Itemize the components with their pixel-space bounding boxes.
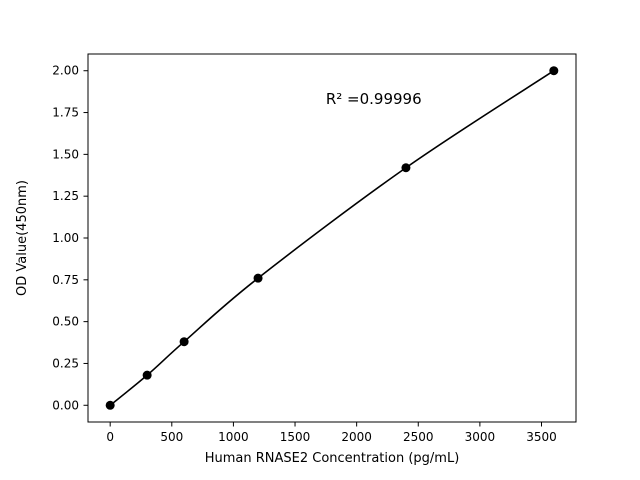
x-tick-label: 2500	[403, 430, 434, 444]
data-point-marker	[549, 66, 559, 76]
y-tick-label: 1.50	[52, 147, 79, 161]
x-tick-label: 2000	[341, 430, 372, 444]
x-tick-label: 3500	[526, 430, 557, 444]
y-tick-label: 0.75	[52, 273, 79, 287]
y-tick-label: 1.25	[52, 189, 79, 203]
data-point-marker	[253, 273, 263, 283]
r-squared-annotation: R² =0.99996	[326, 90, 422, 108]
y-tick-label: 2.00	[52, 64, 79, 78]
y-tick-label: 0.00	[52, 398, 79, 412]
x-tick-label: 0	[106, 430, 114, 444]
data-point-marker	[105, 400, 115, 410]
y-tick-label: 1.00	[52, 231, 79, 245]
data-points	[105, 66, 559, 410]
y-tick-label: 1.75	[52, 106, 79, 120]
x-tick-label: 1000	[218, 430, 249, 444]
data-point-marker	[401, 163, 411, 173]
x-tick-label: 3000	[465, 430, 496, 444]
x-axis-label: Human RNASE2 Concentration (pg/mL)	[205, 451, 460, 466]
y-axis-label: OD Value(450nm)	[15, 180, 30, 296]
y-axis-ticks: 0.00 0.25 0.50 0.75 1.00 1.25 1.50 1.75 2.00	[52, 64, 88, 412]
x-axis-ticks: 0 500 1000 1500 2000 2500 3000 3500	[106, 422, 557, 444]
data-point-marker	[142, 370, 152, 380]
data-point-marker	[179, 337, 189, 347]
y-tick-label: 0.50	[52, 315, 79, 329]
x-tick-label: 500	[160, 430, 183, 444]
y-tick-label: 0.25	[52, 356, 79, 370]
x-tick-label: 1500	[280, 430, 311, 444]
